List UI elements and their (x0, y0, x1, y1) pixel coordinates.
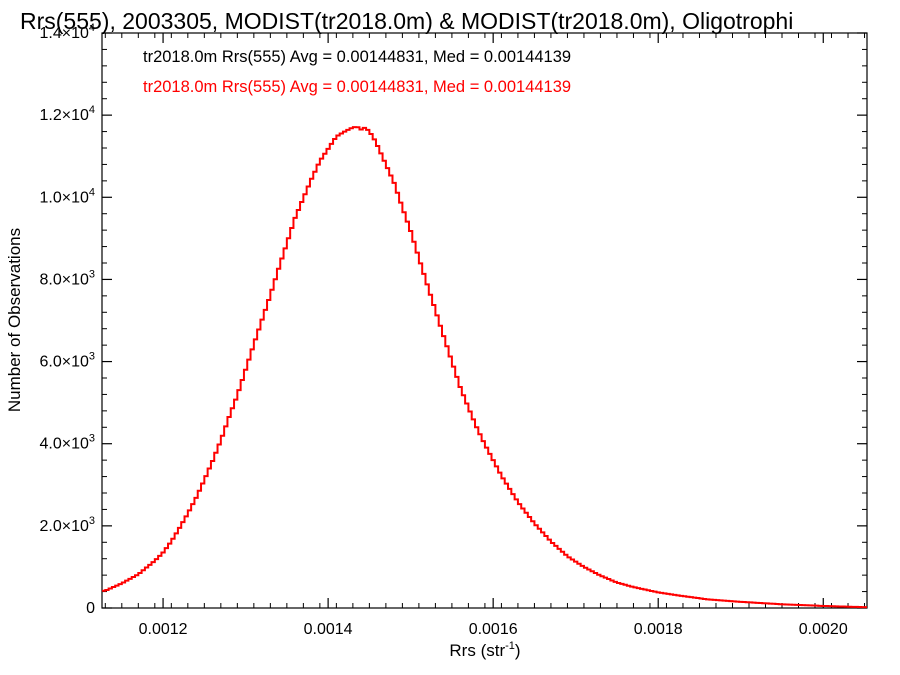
x-tick-label-1: 0.0014 (304, 621, 353, 638)
annotation-black: tr2018.0m Rrs(555) Avg = 0.00144831, Med… (143, 48, 571, 66)
y-tick-label-5: 1.0×104 (39, 186, 95, 206)
y-tick-label-1: 2.0×103 (39, 515, 95, 535)
x-tick-label-3: 0.0018 (634, 621, 683, 638)
y-tick-label-0: 0 (86, 600, 95, 617)
y-tick-label-6: 1.2×104 (39, 104, 95, 124)
y-tick-label-4: 8.0×103 (39, 268, 95, 288)
x-axis-label-main: Rrs (str (449, 641, 505, 660)
plot-area: 0 2.0×103 4.0×103 6.0×103 8.0×103 1.0×104 1.2×… (39, 22, 868, 638)
y-tick-label-2: 4.0×103 (39, 433, 95, 453)
x-axis-label-end: ) (515, 641, 521, 660)
x-tick-label-4: 0.0020 (799, 621, 848, 638)
series-line-0 (102, 126, 867, 609)
y-tick-label-3: 6.0×103 (39, 351, 95, 371)
x-axis-label-sup: -1 (505, 640, 515, 652)
y-axis-ticks: 0 2.0×103 4.0×103 6.0×103 8.0×103 1.0×104 1.2×… (39, 22, 867, 617)
y-axis-label: Number of Observations (5, 228, 24, 412)
series-layer (102, 126, 867, 609)
chart-title: Rrs(555), 2003305, MODIST(tr2018.0m) & M… (20, 8, 793, 34)
x-tick-label-0: 0.0012 (139, 621, 188, 638)
x-tick-label-2: 0.0016 (469, 621, 518, 638)
x-axis-ticks: 0.0012 0.0014 0.0016 0.0018 0.0020 (104, 33, 866, 638)
plot-frame (101, 32, 868, 609)
y-tick-label-7: 1.4×104 (39, 22, 95, 42)
x-axis-label: Rrs (str-1) (449, 640, 520, 660)
annotation-red: tr2018.0m Rrs(555) Avg = 0.00144831, Med… (143, 78, 571, 96)
